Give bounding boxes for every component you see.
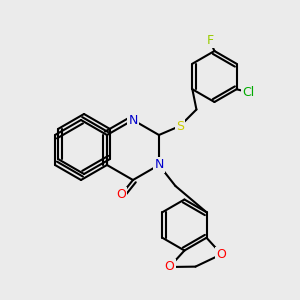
Text: Cl: Cl: [242, 86, 255, 99]
Text: O: O: [164, 260, 174, 274]
Text: O: O: [217, 248, 226, 261]
Text: N: N: [128, 113, 138, 127]
Text: N: N: [154, 158, 164, 172]
Text: O: O: [116, 188, 126, 202]
Text: F: F: [206, 34, 214, 47]
Text: S: S: [176, 119, 184, 133]
